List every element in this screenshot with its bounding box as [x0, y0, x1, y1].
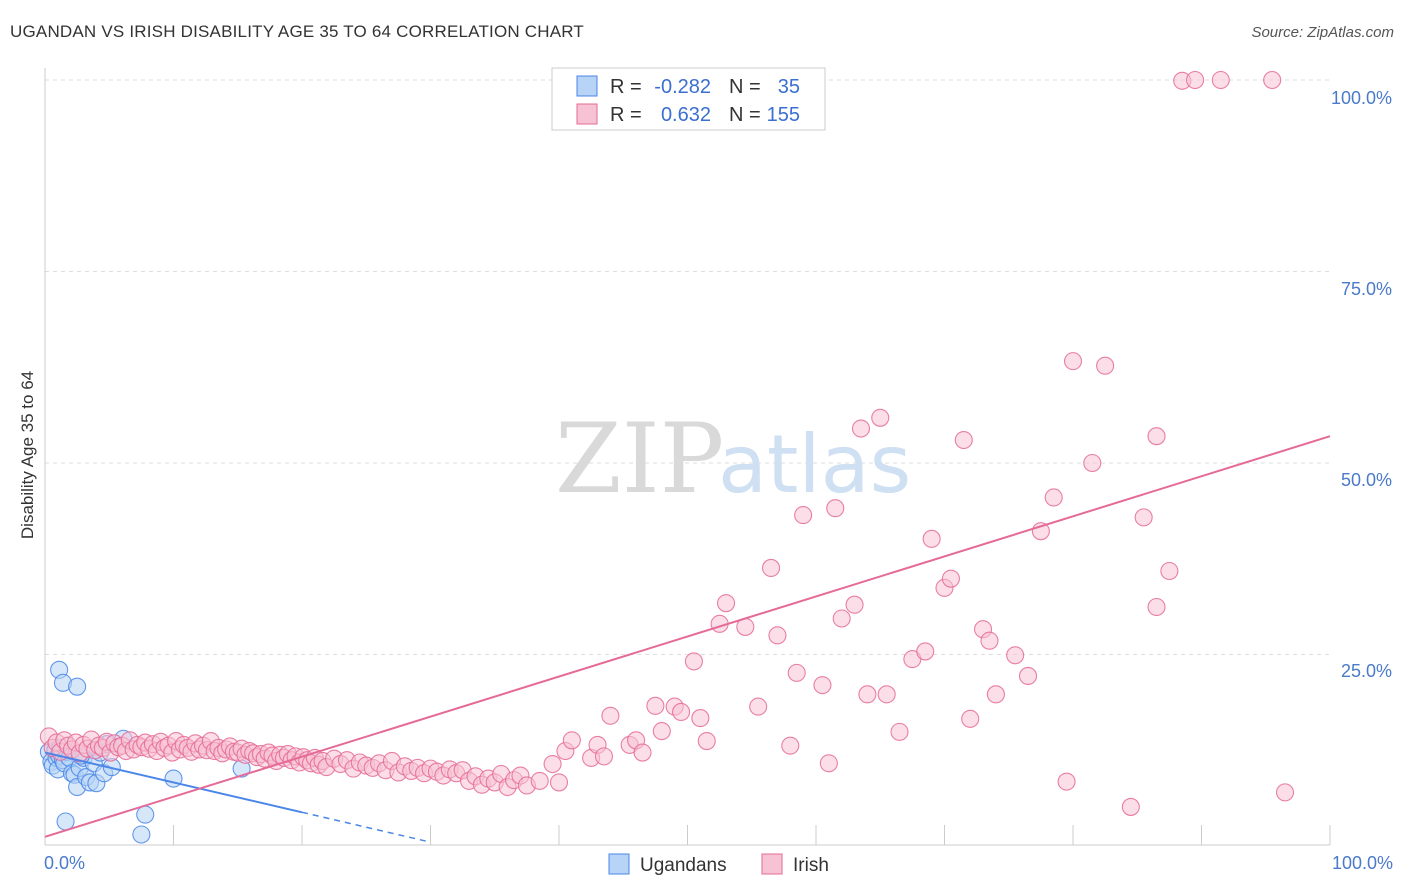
irish-point-129: [781, 736, 800, 755]
trendline-ugandans-extension: [301, 811, 431, 843]
legend-n-value-ugandans: 35: [778, 76, 800, 98]
irish-point-153: [1018, 666, 1038, 685]
irish-point-150: [980, 631, 999, 650]
ugandans-point-30: [56, 812, 75, 831]
y-tick-label-25: 25.0%: [1341, 661, 1392, 681]
irish-point-141: [890, 722, 909, 741]
trend-layer: [44, 435, 1331, 843]
irish-point-120: [684, 652, 703, 671]
irish-point-105: [543, 754, 562, 774]
irish-point-168: [1147, 597, 1166, 617]
x-tick-label-min: 0.0%: [44, 853, 85, 873]
irish-point-135: [832, 609, 851, 628]
irish-point-112: [601, 706, 620, 725]
watermark-zip: ZIP: [555, 403, 724, 515]
legend-swatch-irish: [576, 103, 598, 125]
legend-swatch-ugandans: [576, 75, 598, 97]
irish-point-116: [646, 696, 665, 715]
irish-point-143: [916, 642, 935, 661]
x-tick-label-max: 100.0%: [1332, 853, 1393, 873]
bottom-legend-label-ugandans: Ugandans: [640, 855, 727, 876]
irish-point-108: [562, 731, 581, 750]
irish-point-128: [768, 626, 787, 645]
irish-point-158: [1083, 453, 1102, 473]
irish-point-147: [954, 430, 973, 450]
irish-point-144: [922, 529, 941, 548]
irish-point-138: [858, 685, 877, 704]
irish-point-152: [1006, 646, 1025, 665]
irish-point-131: [794, 506, 813, 525]
bottom-legend-swatch-irish: [761, 853, 783, 875]
irish-point-137: [851, 419, 871, 438]
irish-point-146: [941, 569, 960, 588]
irish-point-155: [1044, 488, 1063, 507]
irish-point-122: [697, 732, 716, 751]
irish-point-104: [530, 771, 549, 790]
stats-legend: R = -0.282 N = 35 R = 0.632 N = 155: [551, 67, 826, 131]
irish-point-140: [877, 685, 896, 704]
y-tick-label-50: 50.0%: [1341, 470, 1392, 490]
irish-point-166: [1211, 70, 1230, 90]
irish-point-134: [826, 499, 845, 518]
legend-r-value-ugandans: -0.282: [654, 76, 711, 98]
irish-point-133: [819, 754, 838, 773]
series-irish: [39, 70, 1295, 816]
irish-point-148: [961, 709, 980, 728]
trendline-ugandans: [44, 751, 303, 814]
bottom-legend-label-irish: Irish: [793, 855, 829, 876]
ugandans-point-31: [132, 825, 151, 844]
y-tick-label-100: 100.0%: [1331, 88, 1392, 108]
irish-point-127: [761, 558, 781, 577]
grid-layer: [45, 79, 1330, 655]
irish-point-157: [1063, 352, 1083, 371]
trendline-irish: [44, 435, 1331, 838]
legend-r-label-irish: R =: [610, 104, 642, 126]
watermark-atlas: atlas: [718, 418, 911, 511]
y-axis-label: Disability Age 35 to 64: [18, 371, 37, 539]
irish-point-115: [633, 743, 652, 762]
ugandans-point-26: [68, 677, 87, 696]
legend-n-value-irish: 155: [767, 104, 800, 126]
legend-r-label-ugandans: R =: [610, 76, 642, 98]
chart-title: UGANDAN VS IRISH DISABILITY AGE 35 TO 64…: [10, 22, 585, 41]
irish-point-160: [1121, 797, 1140, 816]
irish-point-163: [1160, 561, 1179, 581]
irish-point-167: [1263, 70, 1282, 90]
irish-point-165: [1186, 70, 1205, 90]
irish-point-162: [1147, 427, 1166, 446]
irish-point-151: [986, 685, 1005, 704]
bottom-legend-swatch-ugandans: [608, 853, 630, 875]
irish-point-121: [691, 709, 710, 728]
source-label: Source: ZipAtlas.com: [1251, 24, 1394, 41]
axis-layer: [44, 68, 1331, 846]
irish-point-117: [652, 722, 671, 741]
legend-n-label-irish: N =: [729, 104, 761, 126]
y-tick-label-75: 75.0%: [1341, 279, 1392, 299]
irish-point-156: [1057, 772, 1076, 791]
irish-point-111: [594, 747, 614, 766]
irish-point-106: [549, 773, 569, 792]
irish-point-169: [1275, 783, 1295, 802]
irish-point-159: [1096, 356, 1115, 375]
irish-point-126: [749, 697, 768, 716]
irish-point-119: [672, 702, 691, 722]
irish-point-130: [787, 663, 806, 682]
bottom-legend: Ugandans Irish: [608, 853, 829, 876]
irish-point-136: [845, 595, 864, 614]
ugandans-point-32: [136, 805, 155, 824]
irish-point-139: [871, 408, 890, 427]
irish-point-161: [1134, 508, 1153, 527]
irish-point-124: [716, 594, 736, 613]
legend-n-label-ugandans: N =: [729, 76, 761, 98]
legend-r-value-irish: 0.632: [661, 104, 711, 126]
irish-point-132: [813, 676, 832, 695]
